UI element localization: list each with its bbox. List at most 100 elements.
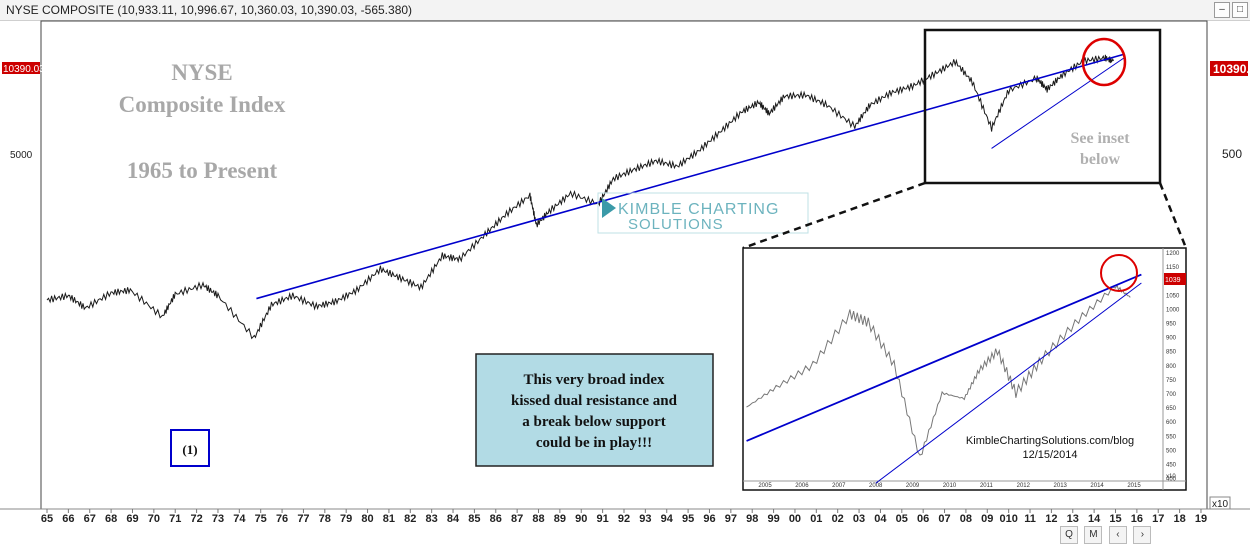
inset-x-tick-label: 2009 [906, 483, 920, 489]
inset-resistance-trendline [746, 273, 1142, 442]
x-tick-label: 91 [596, 513, 608, 525]
x-tick-label: 68 [105, 513, 117, 525]
watermark: KIMBLE CHARTING SOLUTIONS [597, 192, 809, 234]
window-title: NYSE COMPOSITE (10,933.11, 10,996.67, 10… [6, 3, 413, 17]
x-tick-label: 81 [383, 513, 395, 525]
x-tick-label: 73 [212, 513, 224, 525]
x-tick-label: 17 [1152, 513, 1164, 525]
x-tick-label: 05 [896, 513, 908, 525]
inset-highlight-circle [1100, 254, 1138, 292]
x-tick-label: 00 [789, 513, 801, 525]
see-inset-label: See inset below [1070, 130, 1130, 168]
inset-y-tick-label: 450 [1166, 463, 1177, 469]
inset-x-tick-label: 2007 [832, 483, 846, 489]
title-bar: NYSE COMPOSITE (10,933.11, 10,996.67, 10… [0, 0, 1250, 21]
highlight-circle [1081, 37, 1127, 87]
x-tick-label: 18 [1173, 513, 1185, 525]
x-tick-label: 88 [532, 513, 544, 525]
inset-y-tick-label: 800 [1166, 364, 1177, 370]
price-box-right [1210, 61, 1248, 76]
x-tick-label: 04 [874, 513, 887, 525]
x-tick-label: 96 [703, 513, 715, 525]
x-tick-label: 02 [832, 513, 844, 525]
x-tick-label: 83 [426, 513, 438, 525]
x-axis-ticks [46, 509, 1202, 513]
x-tick-label: 78 [319, 513, 331, 525]
y-tick-left: 5000 [10, 150, 33, 161]
x-tick-label: 15 [1109, 513, 1121, 525]
inset-x-tick-label: 2006 [795, 483, 809, 489]
x-tick-label: 66 [62, 513, 74, 525]
inset-x-tick-label: 2011 [980, 483, 994, 489]
x-tick-label: 70 [148, 513, 160, 525]
inset-y-tick-label: 650 [1166, 406, 1177, 412]
inset-x-tick-label: 2014 [1090, 483, 1104, 489]
scroll-left-icon[interactable]: ‹ [1108, 526, 1127, 544]
zoom-box [923, 28, 1162, 185]
inset-y-tick-label: 750 [1166, 378, 1177, 384]
x-tick-label: 71 [169, 513, 181, 525]
x-tick-label: 72 [190, 513, 202, 525]
minimize-icon[interactable]: – [1214, 2, 1230, 18]
scroll-right-icon[interactable]: › [1133, 526, 1152, 544]
x-tick-label: 75 [255, 513, 267, 525]
inset-y-tick-label: 950 [1166, 322, 1177, 328]
inset-x-tick-label: 2012 [1017, 483, 1031, 489]
x-tick-label: 09 [981, 513, 993, 525]
inset-y-tick-label: 1050 [1166, 293, 1180, 299]
inset-y-tick-label: 600 [1166, 420, 1177, 426]
inset-y-tick-label: 1150 [1166, 265, 1180, 271]
watermark-line2: SOLUTIONS [628, 216, 724, 233]
inset-chart: 1200115011001050100095090085080075070065… [742, 247, 1187, 491]
inset-price-label: 1039 [1165, 277, 1181, 284]
inset-x-ticks: 2005 2006 2007 2008 2009 2010 2011 2012 2013 2014… [758, 483, 1141, 489]
x-tick-label: 97 [725, 513, 737, 525]
x-tick-label: 80 [361, 513, 373, 525]
support-trendline [991, 57, 1125, 149]
inset-price-box [1164, 273, 1186, 285]
x-tick-label: 12 [1045, 513, 1057, 525]
x-tick-label: 94 [661, 513, 674, 525]
x-tick-label: 07 [938, 513, 950, 525]
x-tick-label: 67 [84, 513, 96, 525]
inset-y-tick-label: 1200 [1166, 251, 1180, 257]
x-tick-label: 08 [960, 513, 972, 525]
x-tick-label: 65 [41, 513, 53, 525]
x-tick-label: 95 [682, 513, 694, 525]
price-label-left: 10390.03 [3, 64, 45, 75]
inset-x-tick-label: 2005 [758, 483, 772, 489]
x-tick-label: 13 [1067, 513, 1079, 525]
x-tick-label: 86 [490, 513, 502, 525]
price-label-right: 10390. [1213, 62, 1250, 76]
x-scale-box [1209, 496, 1231, 510]
x-tick-label: 90 [575, 513, 587, 525]
maximize-icon[interactable]: □ [1232, 2, 1248, 18]
watermark-line1: KIMBLE CHARTING [618, 201, 779, 218]
callout-box [475, 353, 714, 467]
x-tick-label: 11 [1024, 513, 1036, 525]
x-tick-label: 69 [126, 513, 138, 525]
chart-toolbar: Q M ‹ › [1060, 526, 1153, 544]
x-tick-label: 010 [999, 513, 1017, 525]
inset-credit-line1: KimbleChartingSolutions.com/blog [966, 435, 1134, 447]
marker-1-box [170, 429, 210, 467]
inset-support-trendline [875, 282, 1142, 484]
title-line1: NYSE [171, 60, 232, 85]
x-tick-label: 87 [511, 513, 523, 525]
x-tick-label: 93 [639, 513, 651, 525]
inset-connector-left [742, 181, 926, 250]
x-tick-label: 79 [340, 513, 352, 525]
inset-x-tick-label: 2010 [943, 483, 957, 489]
x-tick-label: 92 [618, 513, 630, 525]
x-tick-label: 06 [917, 513, 929, 525]
inset-y-tick-label: 1000 [1166, 307, 1180, 313]
y-tick-right: 500 [1222, 147, 1242, 161]
toolbar-button-q[interactable]: Q [1060, 526, 1078, 544]
x-tick-label: 76 [276, 513, 288, 525]
x-scale-label: x10 [1212, 499, 1229, 510]
x-tick-label: 82 [404, 513, 416, 525]
inset-price-series [746, 283, 1131, 456]
toolbar-button-m[interactable]: M [1084, 526, 1103, 544]
resistance-trendline [256, 53, 1125, 300]
